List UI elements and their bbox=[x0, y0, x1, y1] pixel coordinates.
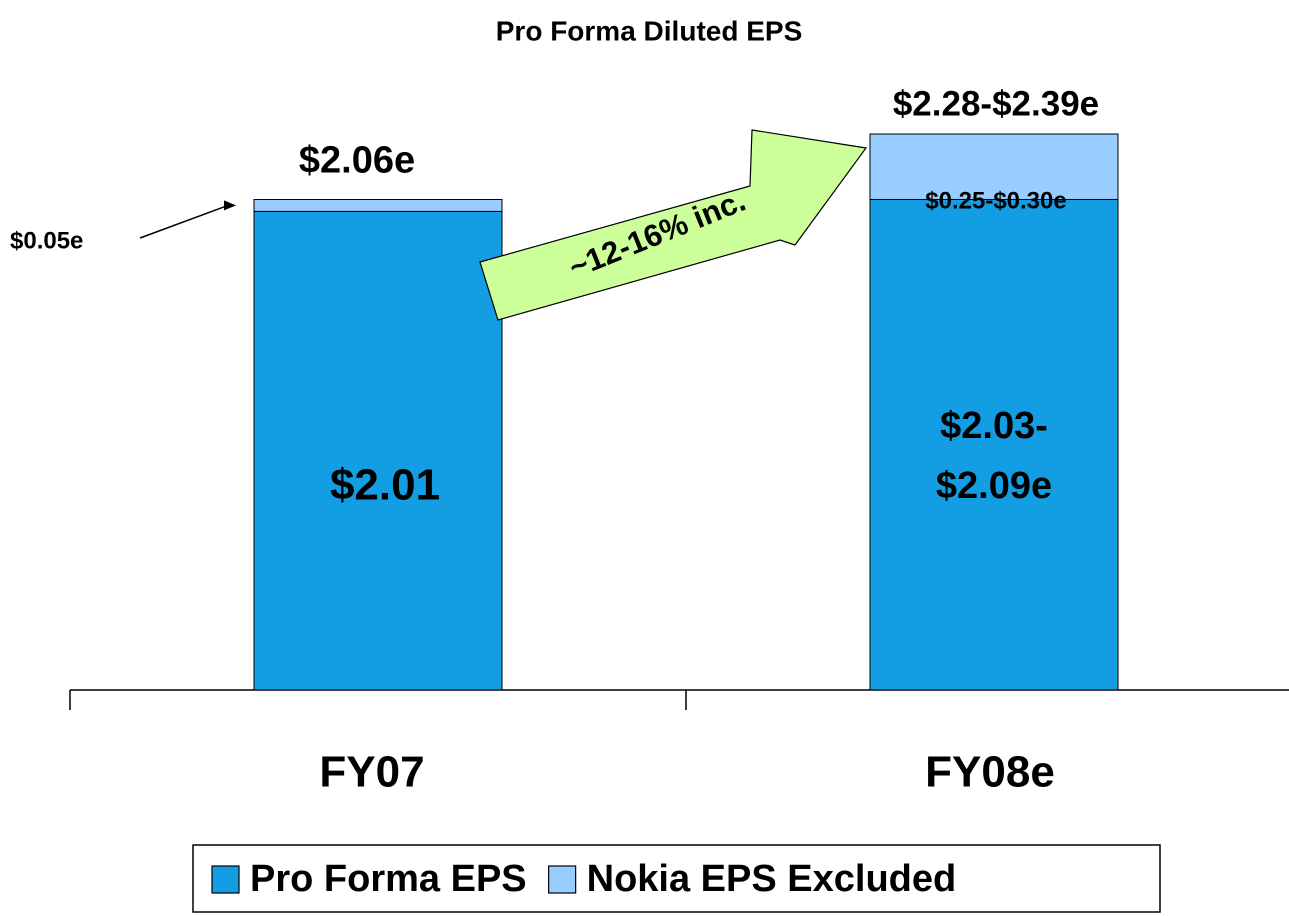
legend-label: Nokia EPS Excluded bbox=[587, 858, 957, 900]
legend-box bbox=[192, 844, 1161, 913]
label-arrow bbox=[139, 204, 229, 239]
legend-label: Pro Forma EPS bbox=[250, 858, 527, 900]
x-tick-label: FY07 bbox=[319, 748, 424, 797]
value-label: $0.25-$0.30e bbox=[925, 187, 1066, 214]
bar-segment bbox=[253, 198, 503, 212]
legend-swatch bbox=[211, 865, 240, 894]
x-tick-label: FY08e bbox=[925, 748, 1055, 797]
total-label: $2.06e bbox=[299, 140, 415, 182]
value-label: $2.01 bbox=[330, 461, 440, 510]
bar-segment bbox=[253, 210, 503, 691]
value-label: $2.03-$2.09e bbox=[936, 405, 1052, 507]
growth-arrow bbox=[479, 129, 868, 321]
value-label: $0.05e bbox=[10, 227, 83, 254]
chart-title: Pro Forma Diluted EPS bbox=[496, 15, 803, 46]
label-arrowhead bbox=[224, 200, 236, 211]
legend-swatch bbox=[548, 865, 577, 894]
total-label: $2.28-$2.39e bbox=[893, 84, 1099, 123]
bar-segment bbox=[869, 133, 1119, 200]
